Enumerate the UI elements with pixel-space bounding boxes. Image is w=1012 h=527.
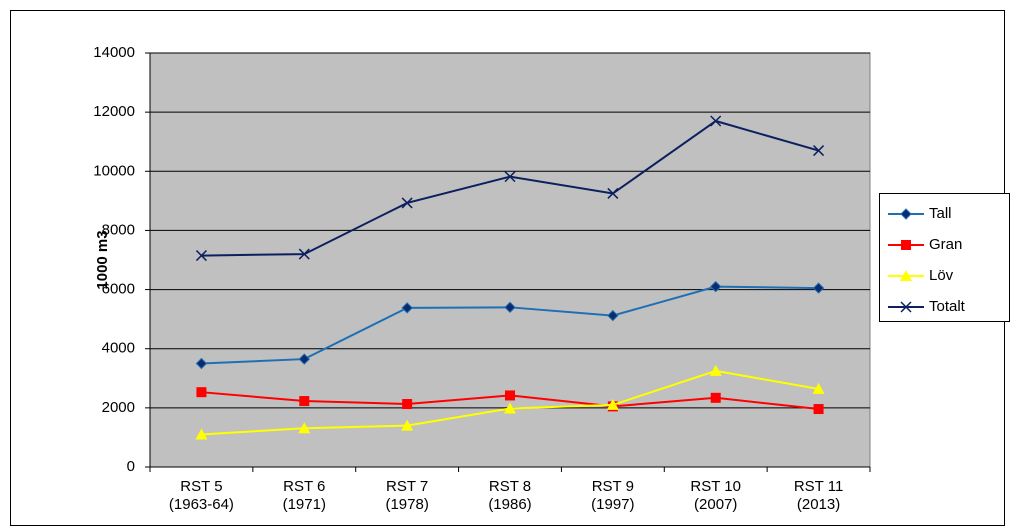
y-tick-label: 0	[127, 458, 135, 475]
legend-label: Löv	[929, 267, 954, 284]
x-tick-label: RST 8 (1986)	[488, 478, 532, 513]
y-tick-label: 6000	[102, 281, 135, 298]
marker	[710, 280, 722, 293]
legend-marker	[901, 240, 911, 250]
marker	[606, 398, 619, 410]
marker	[298, 353, 310, 365]
marker	[401, 419, 414, 431]
marker	[709, 364, 722, 376]
y-tick-label: 8000	[102, 221, 135, 238]
marker	[195, 357, 208, 370]
legend-marker	[900, 301, 912, 313]
marker	[504, 402, 516, 414]
marker	[299, 396, 310, 407]
legend-marker	[900, 208, 912, 220]
marker	[812, 382, 825, 394]
x-tick-label: RST 5 (1963-64)	[168, 478, 234, 513]
y-tick-label: 12000	[93, 103, 135, 120]
x-tick-label: RST 11 (2013)	[793, 478, 844, 513]
marker	[195, 428, 208, 440]
y-tick-label: 10000	[93, 162, 135, 179]
y-tick-label: 14000	[93, 44, 135, 61]
marker	[504, 301, 516, 314]
marker	[402, 399, 413, 410]
x-tick-label: RST 9 (1997)	[591, 478, 635, 513]
y-tick-label: 2000	[102, 399, 135, 416]
marker	[813, 145, 825, 157]
marker	[607, 187, 619, 199]
marker	[710, 392, 721, 403]
legend-label: Gran	[929, 236, 962, 253]
marker	[607, 309, 619, 322]
marker	[504, 171, 516, 183]
x-tick-label: RST 7 (1978)	[385, 478, 429, 513]
marker	[298, 248, 310, 260]
marker	[298, 422, 311, 434]
marker	[401, 197, 413, 209]
legend-label: Tall	[929, 205, 952, 222]
legend-marker	[900, 270, 912, 281]
x-tick-label: RST 10 (2007)	[690, 478, 741, 513]
y-axis-label: 1000 m3	[94, 230, 111, 289]
marker	[196, 387, 207, 398]
marker	[710, 115, 722, 127]
marker	[505, 390, 515, 401]
marker	[812, 282, 825, 294]
x-tick-label: RST 6 (1971)	[282, 478, 326, 513]
marker	[195, 250, 207, 262]
legend-label: Totalt	[929, 298, 966, 315]
y-tick-label: 4000	[102, 340, 135, 357]
marker	[401, 302, 413, 314]
legend: Tall Gran Löv Totalt	[879, 193, 1010, 322]
marker	[813, 404, 824, 415]
